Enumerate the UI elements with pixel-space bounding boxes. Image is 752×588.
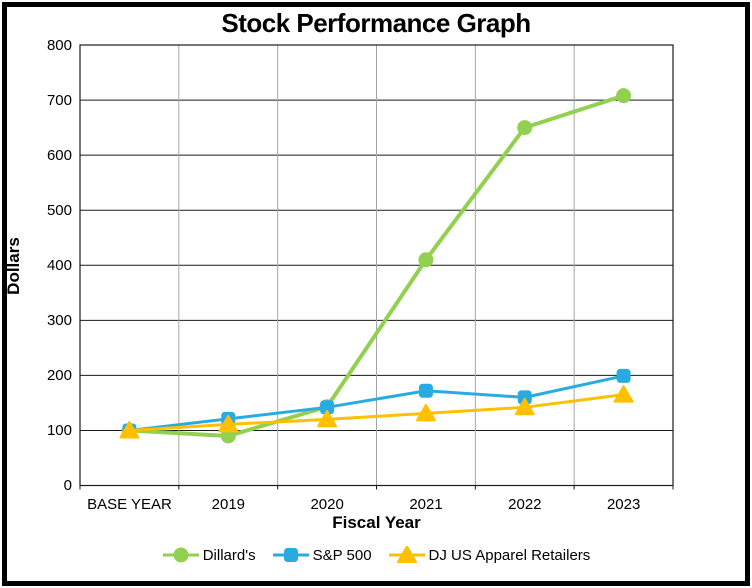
legend-item-dj-us-apparel-retailers: DJ US Apparel Retailers — [388, 546, 591, 564]
series-line-dj-us-apparel-retailers — [127, 393, 626, 432]
x-tick-label-2022: 2022 — [508, 496, 542, 513]
triangle-legend-marker-icon — [388, 546, 425, 563]
y-tick-label: 700 — [46, 91, 72, 109]
y-tick-label: 300 — [46, 311, 72, 329]
y-tick-label: 500 — [46, 201, 72, 219]
series-marker-dillard-s — [418, 252, 434, 268]
series-marker-dj-us-apparel-retailers — [317, 409, 338, 428]
x-tick-label-2019: 2019 — [211, 496, 246, 513]
legend-label: DJ US Apparel Retailers — [428, 546, 591, 564]
y-tick-label: 400 — [46, 256, 72, 274]
series-marker-dillard-s — [517, 120, 533, 136]
series-marker-s-p-500 — [616, 368, 631, 383]
y-tick-label: 0 — [63, 477, 72, 494]
series-line-s-p-500 — [127, 374, 626, 432]
x-tick-label-2023: 2023 — [606, 496, 641, 513]
y-tick-label: 600 — [46, 146, 72, 164]
y-axis-title: Dollars — [4, 237, 23, 295]
plot-area — [79, 44, 674, 490]
series-marker-dj-us-apparel-retailers — [218, 414, 239, 433]
y-tick-label: 800 — [46, 36, 72, 54]
chart-title: Stock Performance Graph — [221, 8, 531, 38]
x-axis-title: Fiscal Year — [332, 513, 421, 532]
legend-label: Dillard's — [202, 546, 256, 564]
legend-item-dillard-s: Dillard's — [162, 546, 256, 564]
square-legend-marker-icon — [272, 548, 309, 562]
series-marker-dj-us-apparel-retailers — [514, 397, 535, 416]
legend-item-s-p-500: S&P 500 — [272, 546, 372, 564]
legend-marker — [283, 548, 298, 562]
series-marker-s-p-500 — [418, 383, 433, 398]
series-marker-dillard-s — [616, 88, 632, 104]
series-marker-dj-us-apparel-retailers — [613, 385, 634, 403]
legend-label: S&P 500 — [312, 546, 372, 564]
legend-marker — [396, 546, 417, 563]
y-tick-label: 100 — [46, 421, 72, 439]
circle-legend-marker-icon — [162, 547, 199, 563]
series-marker-dj-us-apparel-retailers — [415, 403, 436, 422]
x-tick-label-2021: 2021 — [409, 496, 443, 513]
y-tick-label: 200 — [46, 366, 72, 384]
series-marker-dj-us-apparel-retailers — [119, 420, 140, 439]
x-tick-label-base-year: BASE YEAR — [87, 496, 172, 513]
series-line-dillard-s — [127, 93, 626, 438]
x-tick-label-2020: 2020 — [310, 496, 344, 513]
series-marker-s-p-500 — [517, 390, 532, 405]
series-marker-s-p-500 — [320, 400, 335, 415]
chart-legend: Dillard's S&P 500 DJ US Apparel Retailers — [0, 546, 752, 564]
legend-marker — [173, 547, 189, 563]
